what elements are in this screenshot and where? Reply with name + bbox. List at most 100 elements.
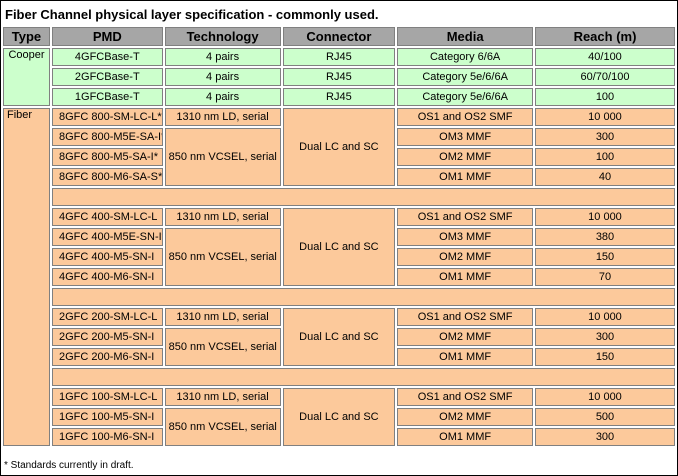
reach-cell: 300	[534, 428, 675, 446]
media-cell: OS1 and OS2 SMF	[397, 388, 533, 406]
pmd-cell: 8GFC 800-SM-LC-L*	[51, 108, 163, 126]
type-cell: Cooper	[3, 48, 50, 106]
media-cell: Category 6/6A	[397, 48, 533, 66]
pmd-cell: 4GFC 400-M5E-SN-I*	[51, 228, 163, 246]
row: 1GFC 100-SM-LC-L 1310 nm LD, serial Dual L…	[3, 388, 675, 446]
row: 2GFC 200-M6-SN-I OM1 MMF 150	[3, 348, 675, 366]
row: 4GFC 400-M5E-SN-I* 850 nm VCSEL, serial OM…	[3, 228, 675, 286]
media-cell: OM2 MMF	[397, 408, 533, 426]
pmd-cell: 2GFC 200-M5-SN-I	[51, 328, 163, 346]
connector-cell: RJ45	[282, 88, 396, 106]
row: 4GFC 400-M5-SN-I OM2 MMF 150	[3, 248, 675, 266]
row: Fiber 8GFC 800-SM-LC-L* 1310 nm LD, serial…	[3, 108, 675, 446]
technology-cell: 1310 nm LD, serial	[164, 208, 281, 226]
media-cell: OM2 MMF	[397, 328, 533, 346]
row	[3, 188, 675, 206]
technology-cell: 1310 nm LD, serial	[164, 388, 281, 406]
pmd-cell: 1GFC 100-SM-LC-L	[51, 388, 163, 406]
row: 4GFC 400-M6-SN-I OM1 MMF 70	[3, 268, 675, 286]
technology-cell: 1310 nm LD, serial	[164, 308, 281, 326]
reach-cell: 60/70/100	[534, 68, 675, 86]
pmd-cell: 4GFC 400-M6-SN-I	[51, 268, 163, 286]
technology-cell: 850 nm VCSEL, serial	[164, 228, 281, 286]
connector-cell: RJ45	[282, 48, 396, 66]
spacer-cell	[51, 288, 675, 306]
reach-cell: 40	[534, 168, 675, 186]
row	[3, 288, 675, 306]
column-header: PMD	[51, 27, 163, 46]
type-cell: Fiber	[3, 108, 50, 446]
row: 8GFC 800-M5-SA-I* OM2 MMF 100	[3, 148, 675, 166]
technology-cell: 850 nm VCSEL, serial	[164, 128, 281, 186]
connector-cell: Dual LC and SC	[282, 308, 396, 366]
pmd-cell: 4GFC 400-SM-LC-L	[51, 208, 163, 226]
spacer-cell	[51, 368, 675, 386]
media-cell: OM2 MMF	[397, 148, 533, 166]
media-cell: Category 5e/6/6A	[397, 68, 533, 86]
media-cell: OM2 MMF	[397, 248, 533, 266]
row: 2GFC 200-SM-LC-L 1310 nm LD, serial Dual L…	[3, 308, 675, 366]
footnote: * Standards currently in draft.	[4, 460, 134, 471]
technology-cell: 850 nm VCSEL, serial	[164, 328, 281, 366]
table-body: Fiber Channel physical layer specificati…	[3, 3, 675, 446]
media-cell: OM3 MMF	[397, 128, 533, 146]
row: Type PMD Technology Connector Media Reach (m)	[3, 27, 675, 46]
pmd-cell: 8GFC 800-M6-SA-S*	[51, 168, 163, 186]
pmd-cell: 4GFCBase-T	[51, 48, 163, 66]
row: 1GFC 100-M6-SN-I OM1 MMF 300	[3, 428, 675, 446]
reach-cell: 300	[534, 328, 675, 346]
pmd-cell: 2GFC 200-SM-LC-L	[51, 308, 163, 326]
connector-cell: Dual LC and SC	[282, 208, 396, 286]
reach-cell: 70	[534, 268, 675, 286]
row: 2GFCBase-T 4 pairs RJ45 Category 5e/6/6A 60/…	[3, 68, 675, 86]
reach-cell: 100	[534, 88, 675, 106]
reach-cell: 10 000	[534, 388, 675, 406]
pmd-cell: 4GFC 400-M5-SN-I	[51, 248, 163, 266]
spec-table: Fiber Channel physical layer specificati…	[1, 1, 677, 448]
pmd-cell: 1GFCBase-T	[51, 88, 163, 106]
technology-cell: 850 nm VCSEL, serial	[164, 408, 281, 446]
reach-cell: 150	[534, 348, 675, 366]
connector-cell: Dual LC and SC	[282, 108, 396, 186]
row: 2GFC 200-M5-SN-I 850 nm VCSEL, serial OM2 …	[3, 328, 675, 366]
media-cell: Category 5e/6/6A	[397, 88, 533, 106]
pmd-cell: 2GFC 200-M6-SN-I	[51, 348, 163, 366]
pmd-cell: 8GFC 800-M5E-SA-I*	[51, 128, 163, 146]
reach-cell: 150	[534, 248, 675, 266]
media-cell: OM1 MMF	[397, 268, 533, 286]
row: 1GFCBase-T 4 pairs RJ45 Category 5e/6/6A 100	[3, 88, 675, 106]
row	[3, 368, 675, 386]
media-cell: OM1 MMF	[397, 168, 533, 186]
column-header: Technology	[164, 27, 281, 46]
column-header: Reach (m)	[534, 27, 675, 46]
media-cell: OS1 and OS2 SMF	[397, 108, 533, 126]
pmd-cell: 1GFC 100-M5-SN-I	[51, 408, 163, 426]
row: 8GFC 800-M6-SA-S* OM1 MMF 40	[3, 168, 675, 186]
connector-cell: Dual LC and SC	[282, 388, 396, 446]
column-header: Connector	[282, 27, 396, 46]
technology-cell: 4 pairs	[164, 88, 281, 106]
technology-cell: 1310 nm LD, serial	[164, 108, 281, 126]
reach-cell: 100	[534, 148, 675, 166]
reach-cell: 500	[534, 408, 675, 426]
pmd-cell: 1GFC 100-M6-SN-I	[51, 428, 163, 446]
table-title: Fiber Channel physical layer specificati…	[5, 6, 379, 22]
column-header: Type	[3, 27, 50, 46]
reach-cell: 40/100	[534, 48, 675, 66]
technology-cell: 4 pairs	[164, 68, 281, 86]
row: Cooper 4GFCBase-T 4 pairs RJ45 Category 6/6A…	[3, 48, 675, 106]
spacer-cell	[51, 188, 675, 206]
row: 1GFC 100-M5-SN-I 850 nm VCSEL, serial OM2 …	[3, 408, 675, 446]
reach-cell: 10 000	[534, 208, 675, 226]
connector-cell: RJ45	[282, 68, 396, 86]
media-cell: OM1 MMF	[397, 348, 533, 366]
media-cell: OM1 MMF	[397, 428, 533, 446]
reach-cell: 380	[534, 228, 675, 246]
technology-cell: 4 pairs	[164, 48, 281, 66]
row: Fiber Channel physical layer specificati…	[3, 3, 675, 25]
reach-cell: 300	[534, 128, 675, 146]
reach-cell: 10 000	[534, 108, 675, 126]
row: 8GFC 800-M5E-SA-I* 850 nm VCSEL, serial OM…	[3, 128, 675, 186]
media-cell: OM3 MMF	[397, 228, 533, 246]
